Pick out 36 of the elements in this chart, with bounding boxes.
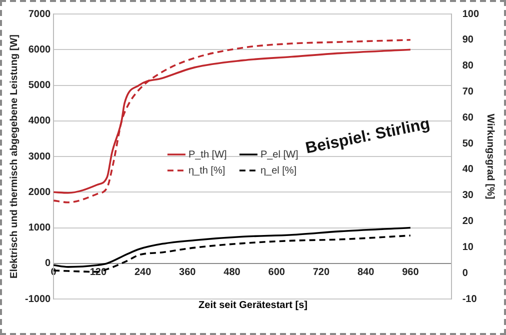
x-tick-label: 600 [268,267,286,278]
x-tick-label: 480 [224,267,241,278]
y-tick-label: 0 [45,258,52,270]
y-axis-title: Elektrisch und thermisch abgegebene Leistung [W] [8,34,20,278]
y2-tick-label: 80 [462,60,474,72]
y2-tick-label: 10 [462,242,474,253]
annotation: Beispiel: Stirling [304,116,432,158]
y2-axis-title: Wirkungsgrad [%] [484,114,496,200]
legend-label: η_th [%] [188,165,226,176]
legend-label: η_el [%] [260,165,297,176]
legend-label: P_el [W] [260,149,298,160]
x-tick-label: 960 [402,267,420,278]
y2-tick-label: -10 [462,294,478,305]
x-tick-label: 360 [179,267,196,278]
x-axis-title: Zeit seit Gerätestart [s] [198,300,308,311]
legend-label: P_th [W] [188,149,228,160]
y2-tick-label: 60 [462,112,474,124]
y2-tick-label: 90 [462,34,474,46]
y2-tick-label: 30 [462,190,474,202]
x-tick-label: 240 [134,267,152,278]
x-tick-label: 720 [312,267,330,278]
y-tick-label: 7000 [28,8,52,20]
y2-tick-label: 20 [462,216,474,228]
y-tick-label: 1000 [28,222,52,234]
y2-tick-label: 50 [462,138,474,150]
y-tick-label: 4000 [28,116,52,127]
y-tick-label: 5000 [28,80,52,91]
line-series [54,226,412,268]
y-tick-label: 2000 [28,186,52,198]
y2-tick-label: 40 [462,164,474,176]
y2-tick-label: 70 [462,86,474,98]
y2-tick-label: 100 [462,8,480,20]
y-tick-label: 6000 [28,44,52,56]
y-tick-label: -1000 [25,294,52,305]
y-tick-label: 3000 [28,151,52,162]
x-tick-label: 840 [357,267,375,278]
